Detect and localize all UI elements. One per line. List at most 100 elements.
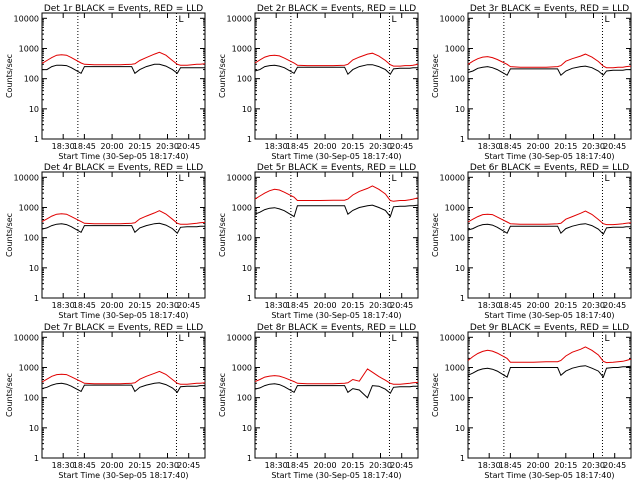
y-tick-label: 100 xyxy=(450,75,465,84)
lld-series-line xyxy=(254,368,419,385)
x-tick-label: 20:45 xyxy=(390,142,413,151)
x-tick-label: 20:30 xyxy=(369,461,392,470)
y-tick-label: 10000 xyxy=(14,14,39,23)
x-tick-label: 20:45 xyxy=(603,142,626,151)
x-tick-label: 20:00 xyxy=(314,142,337,151)
y-tick-label: 1 xyxy=(460,294,465,303)
x-tick-label: 20:15 xyxy=(341,461,364,470)
x-tick-label: 18:45 xyxy=(73,142,96,151)
x-tick-label: 18:30 xyxy=(265,461,288,470)
x-axis-label: Start Time (30-Sep-05 18:17:40) xyxy=(484,152,614,161)
x-tick-label: 20:45 xyxy=(603,301,626,310)
x-axis-label: Start Time (30-Sep-05 18:17:40) xyxy=(271,152,401,161)
x-tick-label: 20:45 xyxy=(177,142,200,151)
events-series-line xyxy=(41,382,205,394)
x-tick-label: 18:45 xyxy=(286,142,309,151)
plot-frame xyxy=(467,331,632,459)
detector-panel: Det 2r BLACK = Events, RED = LLD 1 10 100 10… xyxy=(218,4,419,161)
y-tick-label: 100 xyxy=(24,394,39,403)
x-tick-label: 20:45 xyxy=(177,301,200,310)
x-tick-label: 20:30 xyxy=(156,301,179,310)
plot-frame xyxy=(41,171,206,299)
x-tick-label: 20:15 xyxy=(341,142,364,151)
x-tick-label: 18:45 xyxy=(499,142,522,151)
y-tick-label: 10 xyxy=(29,264,39,273)
y-tick-label: 10 xyxy=(29,105,39,114)
y-tick-label: 1000 xyxy=(19,203,39,212)
y-axis-label: Counts/sec xyxy=(218,373,227,417)
x-tick-label: 18:45 xyxy=(73,301,96,310)
y-tick-label: 1000 xyxy=(445,363,465,372)
y-tick-label: 1 xyxy=(34,454,39,463)
x-tick-label: 20:45 xyxy=(390,461,413,470)
y-tick-label: 1000 xyxy=(232,363,252,372)
y-tick-label: 1 xyxy=(34,294,39,303)
x-tick-label: 18:30 xyxy=(265,301,288,310)
x-tick-label: 20:45 xyxy=(603,461,626,470)
y-axis-label: Counts/sec xyxy=(218,213,227,257)
plot-frame xyxy=(467,171,632,299)
lld-series-line xyxy=(254,185,419,202)
plot-frame xyxy=(41,331,206,459)
y-tick-label: 1 xyxy=(460,454,465,463)
y-tick-label: 1000 xyxy=(19,363,39,372)
events-series-line xyxy=(41,222,205,235)
lld-series-line xyxy=(467,346,632,364)
x-tick-label: 18:30 xyxy=(52,301,75,310)
x-tick-label: 20:00 xyxy=(101,142,124,151)
y-axis-label: Counts/sec xyxy=(431,54,440,98)
panel-title: Det 5r BLACK = Events, RED = LLD xyxy=(257,163,416,173)
x-tick-label: 18:45 xyxy=(499,461,522,470)
x-axis-label: Start Time (30-Sep-05 18:17:40) xyxy=(271,471,401,480)
y-tick-label: 10 xyxy=(455,424,465,433)
corner-mark: L xyxy=(178,334,183,344)
corner-mark: L xyxy=(178,15,183,25)
corner-mark: L xyxy=(604,174,609,184)
plot-frame xyxy=(41,12,206,140)
lld-series-line xyxy=(41,51,206,66)
x-tick-label: 20:30 xyxy=(582,461,605,470)
y-tick-label: 1000 xyxy=(232,44,252,53)
y-tick-label: 100 xyxy=(237,394,252,403)
x-tick-label: 20:30 xyxy=(156,461,179,470)
detector-panel: Det 6r BLACK = Events, RED = LLD 1 10 100 10… xyxy=(431,163,632,320)
x-tick-label: 18:30 xyxy=(478,142,501,151)
x-axis-label: Start Time (30-Sep-05 18:17:40) xyxy=(58,152,188,161)
lld-series-line xyxy=(41,370,206,385)
x-tick-label: 20:00 xyxy=(314,301,337,310)
corner-mark: L xyxy=(178,174,183,184)
x-tick-label: 20:30 xyxy=(156,142,179,151)
y-tick-label: 1000 xyxy=(445,44,465,53)
x-tick-label: 20:15 xyxy=(128,301,151,310)
events-series-line xyxy=(467,223,631,236)
detector-panel: Det 9r BLACK = Events, RED = LLD 1 10 100 10… xyxy=(431,323,632,480)
corner-mark: L xyxy=(604,15,609,25)
x-tick-label: 20:15 xyxy=(341,301,364,310)
y-axis-label: Counts/sec xyxy=(5,54,14,98)
y-tick-label: 100 xyxy=(24,75,39,84)
y-tick-label: 1 xyxy=(247,294,252,303)
events-series-line xyxy=(467,65,631,76)
plot-frame xyxy=(254,331,419,459)
y-tick-label: 1000 xyxy=(19,44,39,53)
x-tick-label: 20:15 xyxy=(554,142,577,151)
y-tick-label: 10000 xyxy=(440,14,465,23)
x-tick-label: 18:30 xyxy=(52,461,75,470)
panel-title: Det 6r BLACK = Events, RED = LLD xyxy=(470,163,629,173)
plot-frame xyxy=(254,171,419,299)
y-tick-label: 100 xyxy=(24,234,39,243)
y-axis-label: Counts/sec xyxy=(431,213,440,257)
detector-panel: Det 8r BLACK = Events, RED = LLD 1 10 100 10… xyxy=(218,323,419,480)
panel-title: Det 9r BLACK = Events, RED = LLD xyxy=(470,323,629,333)
y-tick-label: 1 xyxy=(34,135,39,144)
x-tick-label: 20:00 xyxy=(101,461,124,470)
y-axis-label: Counts/sec xyxy=(5,213,14,257)
panel-title: Det 8r BLACK = Events, RED = LLD xyxy=(257,323,416,333)
y-tick-label: 10000 xyxy=(14,173,39,182)
events-series-line xyxy=(254,64,418,76)
y-axis-label: Counts/sec xyxy=(431,373,440,417)
y-tick-label: 100 xyxy=(237,234,252,243)
x-tick-label: 20:30 xyxy=(582,142,605,151)
y-tick-label: 10000 xyxy=(227,14,252,23)
